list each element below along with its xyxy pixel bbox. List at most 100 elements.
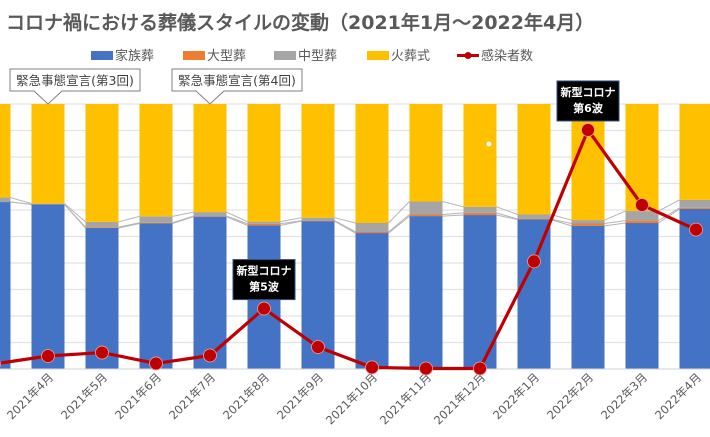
series-connector-line — [280, 220, 302, 225]
legend-label: 大型葬 — [207, 49, 246, 64]
bar-segment-火葬式 — [193, 104, 227, 213]
infection-point — [689, 222, 703, 237]
bar-segment-家族葬 — [625, 222, 659, 369]
series-connector-line — [550, 218, 572, 225]
legend-swatch — [183, 51, 205, 60]
bar-stack — [31, 104, 65, 369]
bars — [0, 104, 710, 369]
series-connector-line — [280, 217, 302, 223]
bar-segment-中型葬 — [247, 221, 281, 224]
series-connector-line — [550, 219, 572, 227]
infection-point — [257, 301, 271, 316]
x-tick-label: 2022年1月 — [490, 370, 542, 422]
callout-box — [171, 68, 303, 105]
bar-segment-家族葬 — [409, 216, 443, 369]
series-connector-line — [172, 211, 194, 217]
bar-segment-中型葬 — [571, 220, 605, 224]
wave-label-text: 第6波 — [573, 101, 604, 115]
series-connector-line — [226, 215, 248, 225]
bar-segment-火葬式 — [85, 104, 119, 222]
bar-segment-大型葬 — [679, 207, 710, 209]
bar-segment-大型葬 — [517, 219, 551, 220]
infection-line — [0, 128, 697, 371]
infection-point — [581, 123, 595, 137]
x-tick-label: 2021年12月 — [431, 370, 488, 427]
bar-segment-大型葬 — [85, 227, 119, 229]
bar-segment-中型葬 — [679, 199, 710, 208]
infection-point — [41, 349, 55, 363]
bar-segment-中型葬 — [355, 222, 389, 232]
bar-stack — [193, 104, 227, 369]
legend-item: 火葬式 — [367, 49, 430, 64]
bar-segment-大型葬 — [625, 220, 659, 223]
series-connector-line — [64, 204, 86, 228]
bar-segment-中型葬 — [139, 216, 173, 223]
bar-segment-家族葬 — [85, 228, 119, 369]
infection-point — [203, 348, 217, 363]
legend-swatch — [367, 51, 389, 60]
bar-segment-大型葬 — [139, 222, 173, 224]
bar-stack — [409, 104, 443, 369]
series-connector-line — [280, 220, 302, 226]
bar-segment-火葬式 — [139, 104, 173, 217]
bar-segment-火葬式 — [625, 104, 659, 212]
bar-stack — [625, 104, 659, 369]
bar-segment-火葬式 — [31, 104, 65, 204]
bar-segment-家族葬 — [571, 225, 605, 369]
bar-segment-中型葬 — [193, 212, 227, 217]
infection-point — [527, 254, 541, 269]
bar-segment-火葬式 — [301, 104, 335, 218]
series-connector-line — [334, 217, 356, 224]
bar-segment-中型葬 — [0, 197, 11, 203]
infection-point — [365, 360, 379, 375]
bar-stack — [0, 104, 11, 369]
series-connector-line — [118, 222, 140, 228]
bar-stack — [463, 104, 497, 369]
x-tick-label: 2022年4月 — [652, 370, 704, 422]
x-tick-label: 2021年5月 — [58, 370, 110, 422]
infection-point — [0, 360, 1, 368]
series-connector-line — [172, 216, 194, 224]
bar-stack — [355, 104, 389, 369]
series-connector-line — [334, 220, 356, 233]
wave-label-text: 新型コロナ — [561, 85, 616, 99]
legend-item: 家族葬 — [91, 48, 154, 64]
bar-stack — [139, 104, 173, 369]
bar-segment-大型葬 — [193, 216, 227, 217]
infection-point — [635, 198, 649, 212]
legend-label: 感染者数 — [481, 48, 533, 64]
bar-stack — [571, 104, 605, 369]
series-connector-line — [496, 206, 518, 215]
wave-label-text: 第5波 — [249, 280, 280, 294]
series-connector-line — [658, 207, 680, 222]
bar-stack — [85, 104, 119, 369]
legend-label: 中型葬 — [298, 49, 337, 64]
series-connector-line — [64, 203, 86, 223]
legend-item: 中型葬 — [274, 49, 337, 64]
legend-swatch — [274, 51, 296, 60]
series-connector-line — [496, 214, 518, 221]
infection-point — [473, 361, 487, 376]
chart-title: コロナ禍における葬儀スタイルの変動（2021年1月～2022年4月） — [6, 11, 594, 34]
bar-segment-家族葬 — [0, 202, 11, 369]
series-connector-line — [388, 201, 410, 224]
series-connector-line — [442, 201, 464, 208]
bar-segment-中型葬 — [409, 201, 443, 215]
bar-segment-中型葬 — [625, 211, 659, 221]
x-tick-label: 2021年11月 — [377, 370, 434, 427]
x-tick-label: 2021年6月 — [112, 370, 164, 422]
callout-text: 緊急事態宣言(第4回) — [178, 73, 296, 88]
series-connector-line — [604, 210, 626, 221]
wave-label-box — [556, 80, 620, 122]
legend-item: 大型葬 — [183, 49, 246, 64]
infection-point — [419, 361, 433, 376]
infection-line-series — [0, 123, 703, 376]
callout-box — [9, 68, 141, 105]
wave-label-text: 新型コロナ — [237, 264, 292, 278]
infection-point — [149, 356, 163, 371]
legend-marker — [464, 52, 472, 59]
x-tick-label: 2021年10月 — [323, 370, 380, 427]
legend-label: 火葬式 — [391, 49, 430, 64]
